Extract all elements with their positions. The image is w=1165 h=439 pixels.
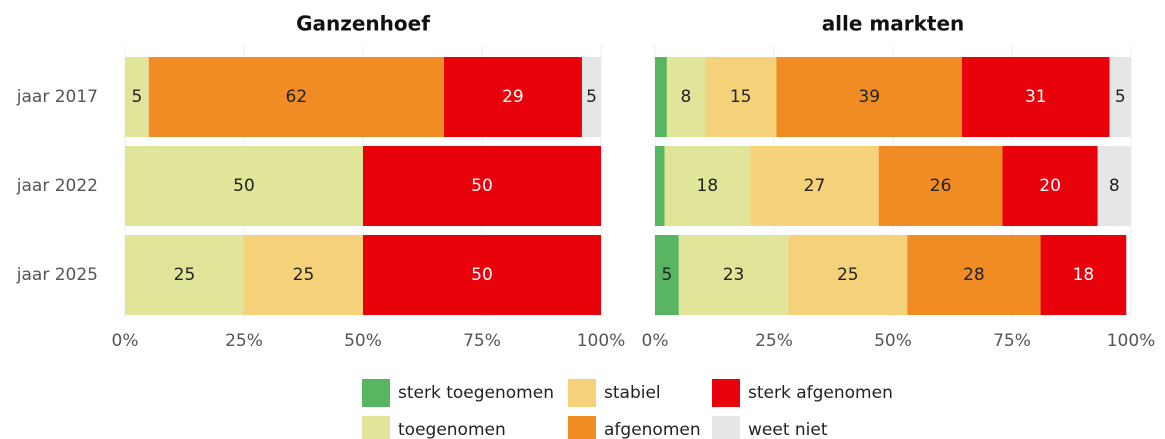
data-label: 26 [930, 176, 952, 196]
legend-label: stabiel [604, 383, 661, 403]
x-tick-label: 75% [463, 331, 501, 351]
data-label: 50 [233, 176, 255, 196]
bar-segment [655, 146, 665, 226]
bar-segment [704, 57, 777, 137]
data-label: 15 [730, 87, 752, 107]
legend-label: sterk toegenomen [398, 383, 554, 403]
data-label: 25 [174, 265, 196, 285]
data-label: 8 [1109, 176, 1120, 196]
bar-segment [1040, 235, 1127, 315]
bar-segment [581, 57, 601, 137]
data-label: 39 [858, 87, 880, 107]
data-label: 50 [471, 176, 493, 196]
legend-swatch [362, 379, 390, 407]
legend-swatch [712, 379, 740, 407]
legend-label: toegenomen [398, 420, 506, 439]
data-label: 31 [1025, 87, 1047, 107]
x-tick-label: 0% [112, 331, 139, 351]
data-label: 23 [723, 265, 745, 285]
bar-segment [443, 57, 582, 137]
x-tick-label: 100% [577, 331, 626, 351]
bar-segment [655, 57, 667, 137]
x-tick-label: 25% [755, 331, 793, 351]
legend-swatch [712, 416, 740, 439]
bar-segment [750, 146, 879, 226]
data-label: 20 [1039, 176, 1061, 196]
legend-label: sterk afgenomen [748, 383, 893, 403]
x-tick-label: 75% [993, 331, 1031, 351]
legend-label: weet niet [748, 420, 828, 439]
bars [125, 57, 601, 315]
bar-segment [678, 235, 789, 315]
bar-segment [363, 235, 601, 315]
bar-segment [907, 235, 1041, 315]
data-label: 25 [837, 265, 859, 285]
bar-segment [1097, 146, 1131, 226]
legend-swatch [568, 416, 596, 439]
data-label: 18 [1073, 265, 1095, 285]
data-label: 5 [661, 265, 672, 285]
bar-segment [962, 57, 1110, 137]
bar-segment [125, 146, 363, 226]
y-tick-label: jaar 2022 [16, 176, 98, 196]
data-label: 25 [293, 265, 315, 285]
bar-segment [788, 235, 908, 315]
data-label: 5 [1115, 87, 1126, 107]
bar-segment [1109, 57, 1131, 137]
x-tick-label: 25% [225, 331, 263, 351]
data-label: 29 [502, 87, 524, 107]
x-tick-label: 0% [642, 331, 669, 351]
bar-segment [664, 146, 751, 226]
bar-segment [655, 235, 679, 315]
data-label: 50 [471, 265, 493, 285]
bar-segment [666, 57, 705, 137]
y-tick-label: jaar 2025 [16, 265, 98, 285]
legend-swatch [362, 416, 390, 439]
x-tick-label: 50% [344, 331, 382, 351]
legend-label: afgenomen [604, 420, 701, 439]
data-label: 27 [804, 176, 826, 196]
bar-segment [244, 235, 363, 315]
bars [655, 57, 1131, 315]
bar-segment [125, 235, 244, 315]
bar-segment [148, 57, 444, 137]
bar-segment [1002, 146, 1098, 226]
y-tick-label: jaar 2017 [16, 87, 98, 107]
data-label: 28 [963, 265, 985, 285]
bar-segment [363, 146, 601, 226]
data-label: 62 [286, 87, 308, 107]
data-label: 8 [681, 87, 692, 107]
bar-segment [776, 57, 963, 137]
x-tick-label: 50% [874, 331, 912, 351]
legend-swatch [568, 379, 596, 407]
data-label: 18 [697, 176, 719, 196]
data-label: 5 [131, 87, 142, 107]
bar-segment [878, 146, 1003, 226]
bar-segment [125, 57, 149, 137]
chart-title: alle markten [822, 12, 965, 36]
data-label: 5 [586, 87, 597, 107]
x-tick-label: 100% [1107, 331, 1156, 351]
chart-title: Ganzenhoef [296, 12, 430, 36]
